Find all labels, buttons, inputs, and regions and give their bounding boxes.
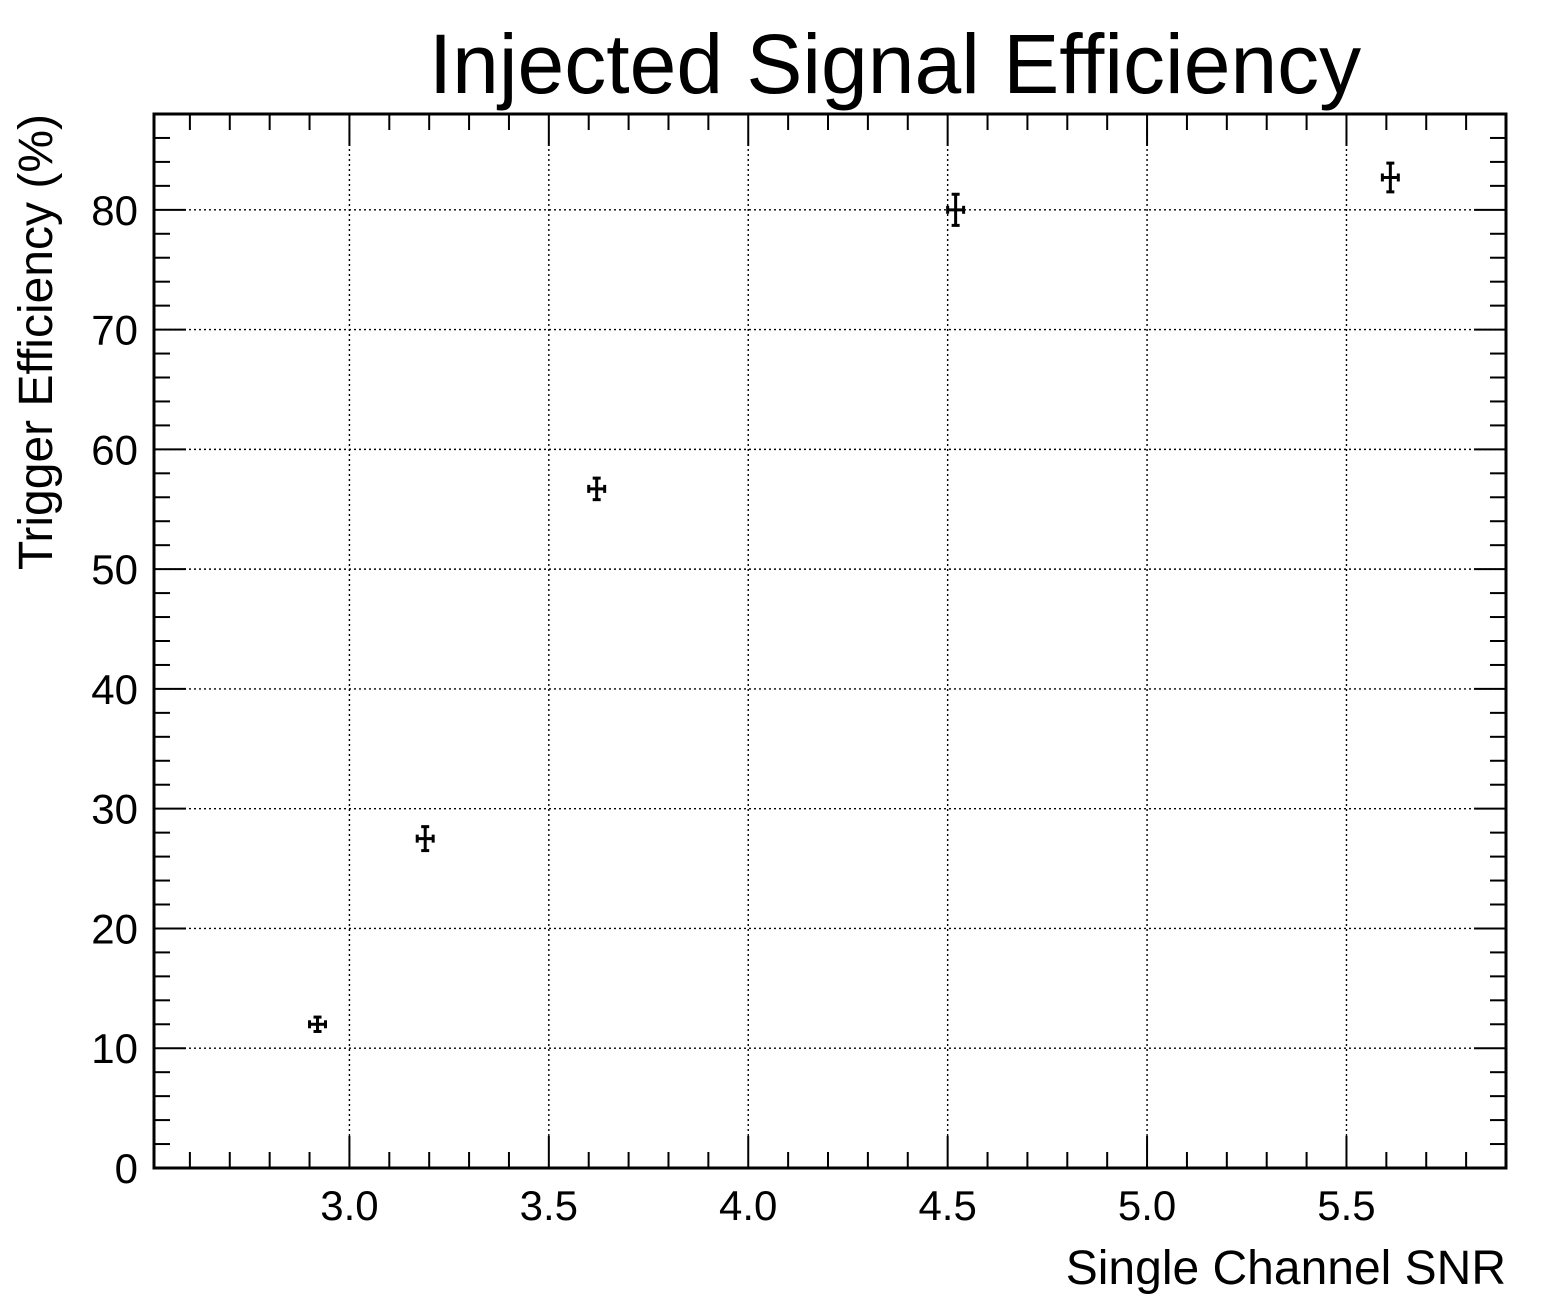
x-tick-label: 3.5 [520,1182,578,1229]
data-point [415,825,435,853]
data-point [308,1015,327,1033]
x-tick-label: 4.5 [918,1182,976,1229]
y-tick-label: 20 [91,905,138,952]
y-tick-label: 40 [91,666,138,713]
y-tick-label: 10 [91,1025,138,1072]
chart-title: Injected Signal Efficiency [429,17,1361,111]
y-tick-label: 30 [91,786,138,833]
x-tick-label: 5.0 [1118,1182,1176,1229]
y-tick-label: 70 [91,307,138,354]
y-tick-label: 60 [91,426,138,473]
y-axis-label: Trigger Efficiency (%) [10,114,63,570]
x-tick-label: 4.0 [719,1182,777,1229]
plot-frame [152,112,1508,1170]
data-points [308,161,1400,1033]
tick-labels: 3.0 3.5 4.0 4.5 5.0 5.5 0 10 20 30 40 50 60 70 80 [91,187,1375,1229]
data-point [587,476,607,502]
x-axis-label: Single Channel SNR [1066,1242,1506,1295]
data-point [1380,161,1400,194]
x-tick-label: 5.5 [1317,1182,1375,1229]
axis-ticks [154,113,1507,1169]
gridlines [154,114,1506,1168]
y-tick-label: 80 [91,187,138,234]
y-tick-label: 50 [91,546,138,593]
x-tick-label: 3.0 [320,1182,378,1229]
y-tick-label: 0 [115,1145,138,1192]
data-point [946,192,966,227]
